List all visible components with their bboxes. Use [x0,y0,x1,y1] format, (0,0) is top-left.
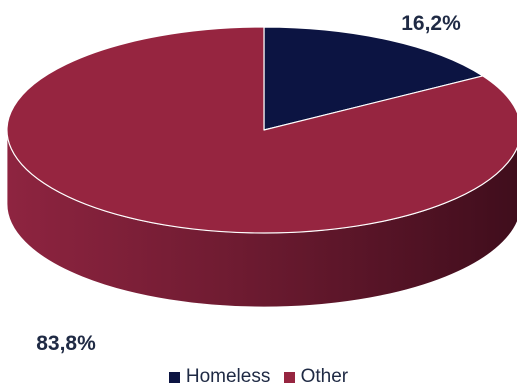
legend-swatch-homeless [168,371,180,383]
pie-slice-other [6,26,517,234]
legend-label-other: Other [300,366,349,387]
legend-label-homeless: Homeless [185,366,271,387]
legend: Homeless Other [0,366,517,389]
legend-swatch-other [283,371,295,383]
pie-top-face [6,26,517,234]
data-label-homeless: 16,2% [401,12,461,35]
data-label-other: 83,8% [36,332,96,355]
legend-item-other: Other [283,366,349,388]
legend-item-homeless: Homeless [168,366,271,388]
pie-slice-homeless [263,26,484,131]
